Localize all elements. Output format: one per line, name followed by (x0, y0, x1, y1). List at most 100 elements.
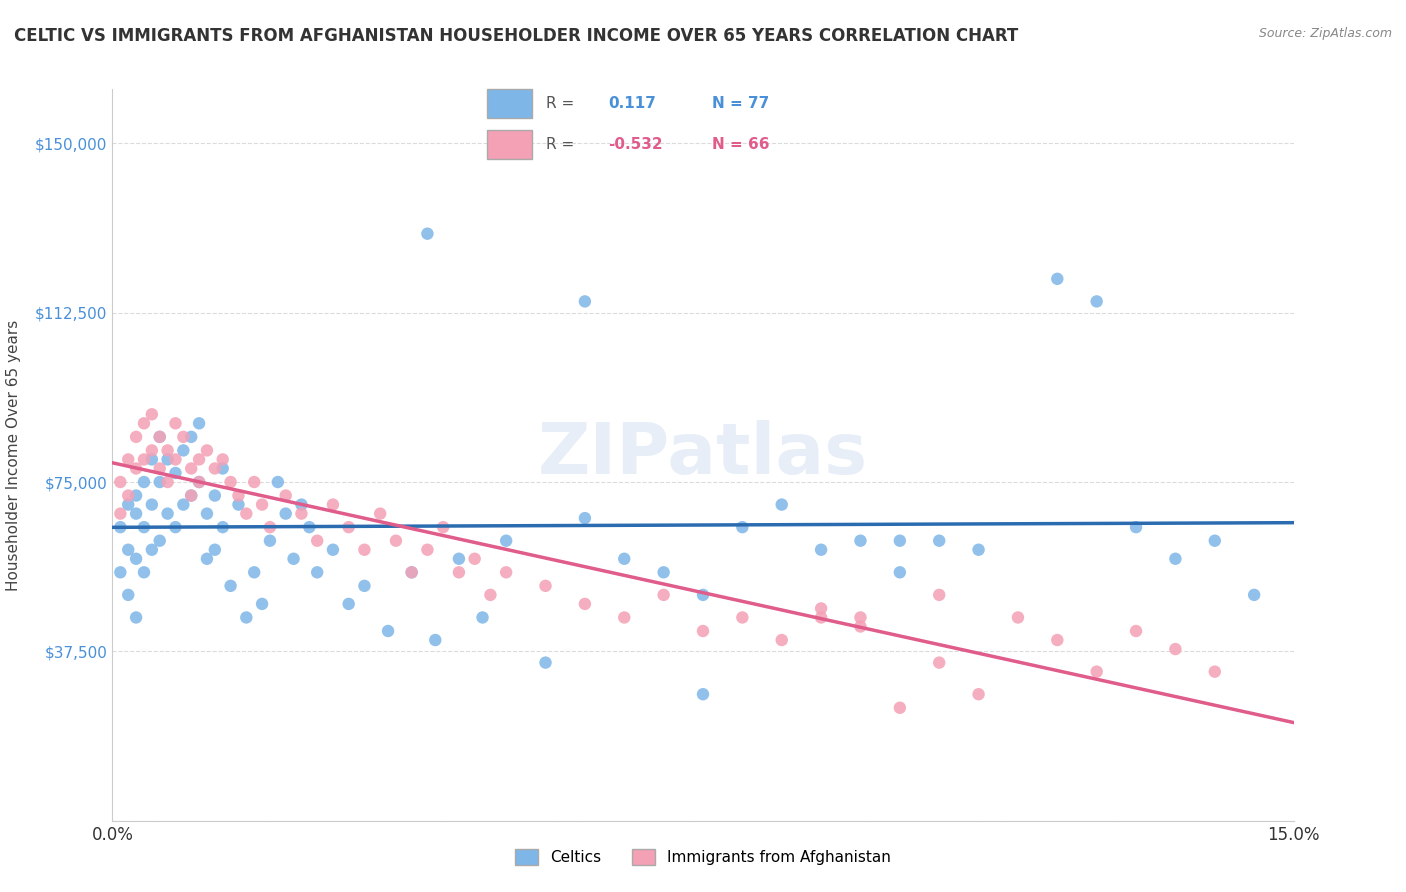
Point (447, 551, 470, 566)
Point (1046, 633, 1069, 648)
Point (353, 579, 375, 593)
Point (1085, 294, 1108, 309)
Point (425, 633, 447, 648)
Point (141, 452, 163, 467)
Point (574, 597, 596, 611)
Point (307, 566, 329, 580)
Text: -0.532: -0.532 (609, 137, 664, 152)
Point (770, 633, 793, 648)
Point (110, 507, 132, 521)
Point (416, 227, 439, 241)
Point (211, 520, 233, 534)
Point (967, 542, 990, 557)
Point (141, 407, 163, 421)
Point (188, 417, 211, 431)
Point (125, 489, 148, 503)
Point (353, 542, 375, 557)
Point (731, 610, 754, 624)
Point (274, 507, 297, 521)
Text: N = 77: N = 77 (711, 96, 769, 111)
Point (1125, 624, 1147, 638)
Y-axis label: Householder Income Over 65 years: Householder Income Over 65 years (7, 319, 21, 591)
Point (228, 498, 250, 512)
Point (574, 511, 596, 525)
Point (211, 452, 233, 467)
Point (385, 533, 408, 548)
Point (495, 533, 517, 548)
Point (613, 551, 636, 566)
Point (172, 430, 194, 444)
Text: 0.117: 0.117 (609, 96, 657, 111)
Point (471, 610, 494, 624)
Point (574, 294, 596, 309)
Point (188, 475, 211, 489)
Point (849, 533, 872, 548)
Text: Source: ZipAtlas.com: Source: ZipAtlas.com (1258, 27, 1392, 40)
Point (692, 624, 714, 638)
Point (172, 443, 194, 458)
Point (652, 588, 675, 602)
Point (1007, 610, 1029, 624)
Point (188, 475, 211, 489)
Point (125, 507, 148, 521)
Point (180, 489, 202, 503)
Point (243, 475, 266, 489)
Point (337, 597, 360, 611)
Text: CELTIC VS IMMIGRANTS FROM AFGHANISTAN HOUSEHOLDER INCOME OVER 65 YEARS CORRELATI: CELTIC VS IMMIGRANTS FROM AFGHANISTAN HO… (14, 27, 1018, 45)
Point (235, 610, 257, 624)
Point (141, 443, 163, 458)
Point (928, 588, 950, 602)
Point (125, 461, 148, 475)
Point (692, 588, 714, 602)
Point (110, 520, 132, 534)
Point (188, 452, 211, 467)
Point (447, 566, 470, 580)
Point (368, 507, 391, 521)
Point (235, 507, 257, 521)
Point (110, 566, 132, 580)
Point (156, 475, 179, 489)
Point (132, 566, 155, 580)
Point (290, 507, 312, 521)
Point (613, 610, 636, 624)
Point (283, 551, 305, 566)
Point (377, 624, 399, 638)
Point (337, 520, 360, 534)
Point (211, 461, 233, 475)
Point (149, 475, 172, 489)
Text: N = 66: N = 66 (711, 137, 769, 152)
Point (165, 417, 187, 431)
Point (928, 656, 950, 670)
Point (849, 610, 872, 624)
Point (204, 461, 226, 475)
Point (928, 533, 950, 548)
Point (180, 430, 202, 444)
Point (290, 498, 312, 512)
Point (1243, 588, 1265, 602)
Point (692, 687, 714, 701)
Point (149, 430, 172, 444)
Point (259, 520, 281, 534)
Text: R =: R = (546, 96, 574, 111)
Point (1085, 665, 1108, 679)
Text: R =: R = (546, 137, 574, 152)
Point (110, 475, 132, 489)
Point (810, 542, 832, 557)
Point (534, 579, 557, 593)
Point (156, 443, 179, 458)
Point (141, 498, 163, 512)
Legend: Celtics, Immigrants from Afghanistan: Celtics, Immigrants from Afghanistan (509, 843, 897, 871)
Point (165, 452, 187, 467)
Point (243, 566, 266, 580)
Point (204, 489, 226, 503)
Point (165, 520, 187, 534)
Point (889, 700, 911, 714)
Point (967, 687, 990, 701)
Point (432, 520, 454, 534)
Point (117, 498, 139, 512)
Point (322, 498, 344, 512)
Point (180, 489, 202, 503)
Point (204, 542, 226, 557)
Point (274, 489, 297, 503)
Point (401, 566, 423, 580)
